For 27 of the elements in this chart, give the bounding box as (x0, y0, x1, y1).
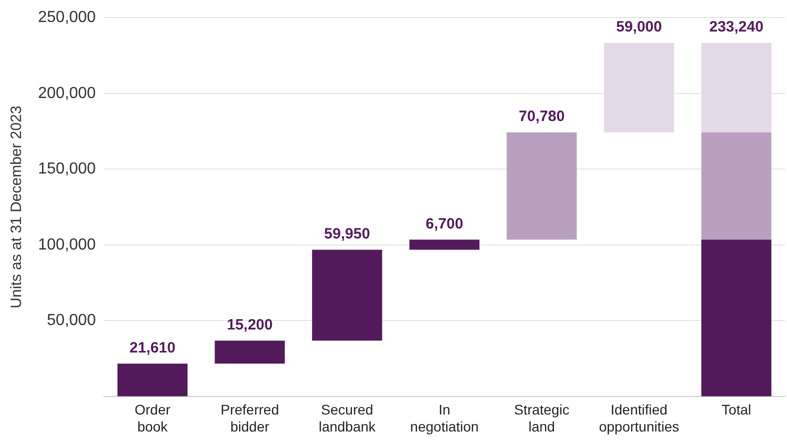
x-tick-label: Strategic land (514, 402, 570, 434)
x-tick-label: Total (722, 402, 752, 418)
x-tick-label: In negotiation (410, 402, 479, 434)
x-tick-label: Order book (134, 402, 171, 434)
y-axis-title: Units as at 31 December 2023 (8, 106, 26, 308)
total-label: 233,240 (709, 18, 764, 36)
bar (506, 132, 577, 240)
y-tick-label: 50,000 (46, 312, 96, 330)
bar (701, 132, 772, 240)
data-label: 59,000 (616, 18, 662, 36)
y-tick-label: 250,000 (38, 9, 96, 26)
data-label: 70,780 (518, 108, 565, 126)
y-tick-label: 150,000 (38, 160, 96, 178)
y-tick-label: 200,000 (38, 84, 96, 102)
bar (409, 240, 480, 250)
data-label: 6,700 (426, 215, 464, 232)
bar (312, 250, 382, 341)
x-tick-label: Secured landbank (318, 402, 377, 434)
data-label: 21,610 (130, 339, 176, 356)
y-tick-label: 100,000 (38, 236, 96, 254)
bar (214, 340, 285, 364)
x-tick-label: Preferred bidder (220, 402, 279, 434)
bar (701, 240, 772, 396)
bar (117, 364, 188, 396)
data-label: 59,950 (324, 225, 370, 242)
data-label: 15,200 (226, 316, 273, 334)
x-tick-label: Identified opportunities (598, 402, 680, 434)
